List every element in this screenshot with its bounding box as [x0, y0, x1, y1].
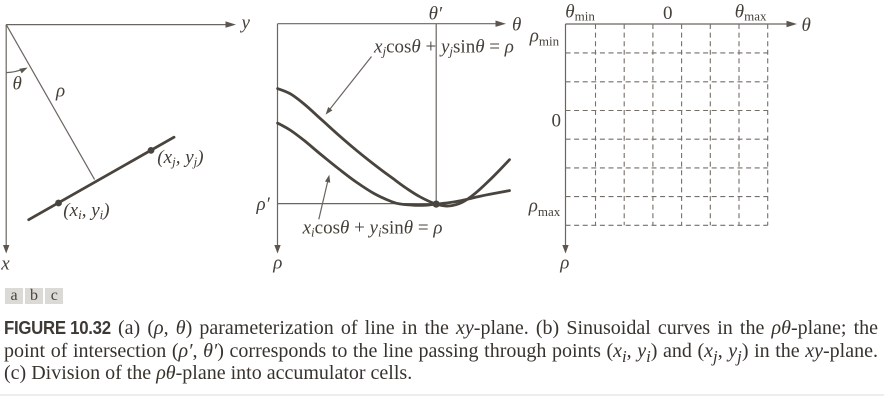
svg-text:θmax: θmax	[735, 1, 767, 23]
svg-text:xjcosθ + yjsinθ = ρ: xjcosθ + yjsinθ = ρ	[373, 37, 514, 59]
svg-text:θ: θ	[802, 15, 811, 36]
svg-text:ρ′: ρ′	[256, 194, 271, 215]
svg-text:ρmax: ρmax	[528, 196, 561, 220]
svg-text:θ: θ	[512, 15, 521, 36]
svg-text:xicosθ + yisinθ = ρ: xicosθ + yisinθ = ρ	[302, 218, 443, 240]
svg-text:θmin: θmin	[565, 1, 595, 23]
svg-text:(xj, yj): (xj, yj)	[157, 147, 203, 169]
svg-text:y: y	[240, 13, 251, 34]
svg-text:0: 0	[663, 3, 673, 24]
svg-text:θ′: θ′	[429, 4, 443, 25]
svg-text:(xi, yi): (xi, yi)	[63, 200, 109, 222]
svg-text:ρ: ρ	[272, 253, 282, 274]
svg-text:ρmin: ρmin	[529, 25, 560, 48]
svg-text:ρ: ρ	[55, 81, 65, 102]
svg-text:x: x	[0, 253, 10, 274]
svg-text:θ: θ	[13, 73, 22, 94]
svg-text:ρ: ρ	[559, 253, 569, 274]
svg-text:0: 0	[552, 110, 562, 131]
